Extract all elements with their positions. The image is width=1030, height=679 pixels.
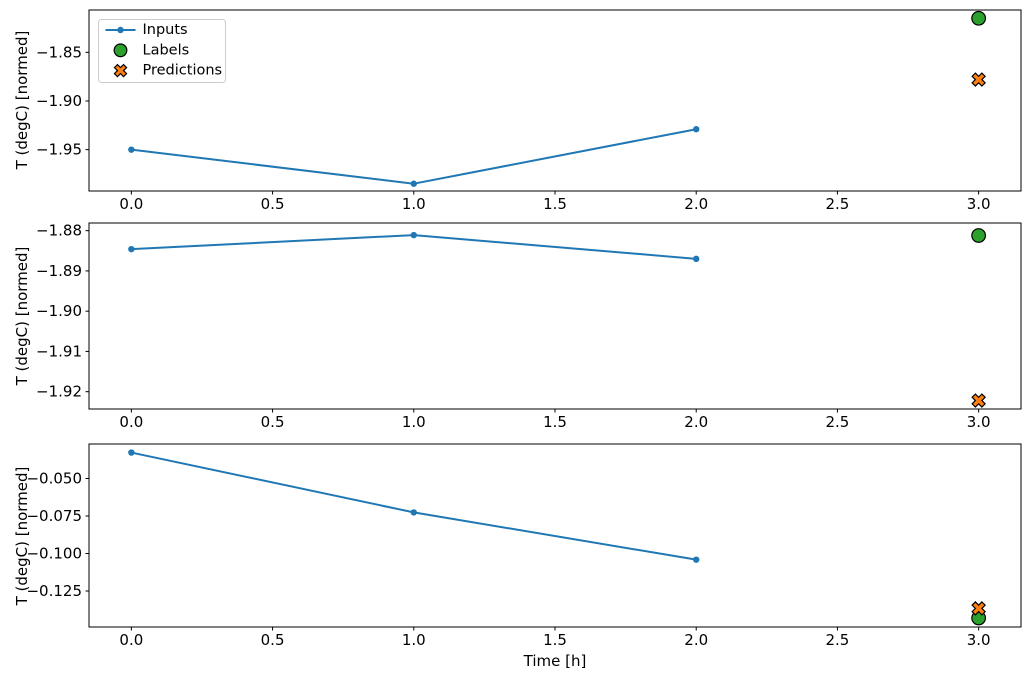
x-tick-label: 0.0 [119, 631, 143, 649]
y-tick-label: −1.89 [36, 262, 82, 280]
inputs-point-marker [410, 180, 417, 187]
x-tick-label: 2.0 [684, 195, 708, 213]
predictions-marker [971, 601, 986, 616]
inputs-point-marker [693, 126, 700, 133]
y-tick-label: −1.88 [36, 222, 82, 240]
y-tick-label: −1.95 [36, 141, 82, 159]
y-axis-label: T (degC) [normed] [13, 466, 31, 606]
subplot-3: 0.0 0.5 1.0 1.5 2.0 2.5 3.0 −0.050 −0.075 −0.100 −… [26, 443, 1022, 649]
predictions-marker [971, 72, 986, 87]
x-tick-label: 1.0 [402, 195, 426, 213]
inputs-point-marker [693, 556, 700, 563]
y-tick-label: −0.100 [26, 545, 82, 563]
x-tick-label: 3.0 [967, 195, 991, 213]
y-tick-label: −1.92 [36, 383, 82, 401]
x-tick-label: 1.5 [543, 195, 567, 213]
x-tick-label: 1.5 [543, 631, 567, 649]
x-tick-label: 0.5 [261, 631, 285, 649]
legend-circle-marker-icon [113, 43, 128, 58]
legend-item-label: Predictions [143, 63, 223, 79]
x-tick-label: 1.0 [402, 413, 426, 431]
inputs-point-marker [693, 255, 700, 263]
y-tick-label: −1.91 [36, 342, 82, 360]
inputs-point-marker [128, 245, 135, 253]
y-tick-label: −1.90 [36, 92, 82, 110]
x-tick-label: 2.5 [825, 413, 849, 431]
legend-item-label: Inputs [143, 22, 188, 38]
x-tick-label: 3.0 [967, 413, 991, 431]
x-tick-label: 0.5 [261, 195, 285, 213]
labels-marker [971, 228, 987, 243]
inputs-point-marker [128, 449, 135, 456]
x-tick-label: 1.0 [402, 631, 426, 649]
x-tick-label: 3.0 [967, 631, 991, 649]
y-tick-label: −0.050 [26, 470, 82, 488]
x-tick-label: 0.0 [119, 413, 143, 431]
y-tick-label: −0.075 [26, 507, 82, 525]
y-axis-label: T (degC) [normed] [13, 30, 31, 170]
y-tick-label: −1.90 [36, 302, 82, 320]
y-tick-label: −0.125 [26, 582, 82, 600]
legend-line-marker [117, 26, 124, 34]
x-tick-label: 0.5 [261, 413, 285, 431]
y-axis-label: T (degC) [normed] [13, 246, 31, 386]
predictions-marker [971, 393, 986, 408]
legend: Inputs Labels Predictions [98, 19, 226, 83]
x-tick-label: 1.5 [543, 413, 567, 431]
y-tick-label: −1.85 [36, 43, 82, 61]
x-axis-label: Time [h] [523, 652, 587, 670]
subplot-2: 0.0 0.5 1.0 1.5 2.0 2.5 3.0 −1.88 −1.89 −1.90 −1.9… [36, 222, 1022, 431]
x-tick-label: 2.0 [684, 631, 708, 649]
x-tick-label: 2.5 [825, 631, 849, 649]
x-tick-label: 2.0 [684, 413, 708, 431]
labels-marker [971, 10, 987, 26]
x-tick-label: 2.5 [825, 195, 849, 213]
axes-frame [88, 222, 1022, 410]
axes-frame [88, 9, 1022, 192]
x-tick-label: 0.0 [119, 195, 143, 213]
legend-box [98, 19, 226, 83]
subplot-1: 0.0 0.5 1.0 1.5 2.0 2.5 3.0 −1.85 −1.90 −1.95 Inpu… [36, 9, 1022, 213]
inputs-point-marker [128, 146, 135, 153]
legend-item-label: Labels [143, 42, 190, 58]
legend-x-marker-icon [113, 63, 128, 78]
inputs-point-marker [410, 509, 417, 516]
inputs-point-marker [410, 231, 417, 239]
